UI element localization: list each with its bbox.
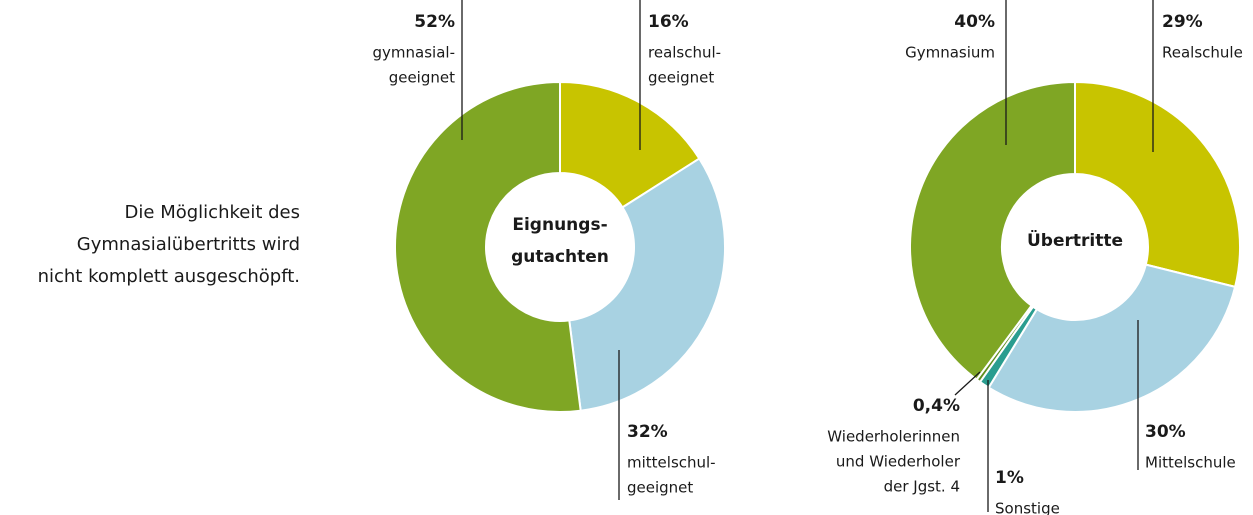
slice-label: der Jgst. 4 — [884, 478, 960, 496]
value-label: 1% — [995, 468, 1024, 488]
leader-line — [954, 371, 981, 396]
slice-label: mittelschul- — [627, 454, 716, 472]
value-label: 30% — [1145, 422, 1186, 442]
donut-slice — [559, 80, 701, 209]
slice-label: Wiederholerinnen — [827, 428, 960, 446]
slice-label: realschul- — [648, 44, 721, 62]
value-label: 40% — [954, 12, 995, 32]
value-label: 0,4% — [913, 396, 960, 416]
value-label: 16% — [648, 12, 689, 32]
slice-label: geeignet — [389, 69, 455, 87]
center-label: gutachten — [511, 247, 609, 267]
slice-label: Sonstige — [995, 500, 1060, 515]
slice-label: Realschule — [1162, 44, 1243, 62]
slice-label: gymnasial- — [373, 44, 455, 62]
slice-label: Mittelschule — [1145, 454, 1236, 472]
slice-label: und Wiederholer — [836, 453, 961, 471]
value-label: 32% — [627, 422, 668, 442]
center-label: Eignungs- — [512, 215, 607, 235]
center-label: Übertritte — [1027, 229, 1123, 251]
note: nicht komplett ausgeschöpft. — [38, 266, 300, 287]
note: Gymnasialübertritts wird — [77, 234, 300, 255]
donut-slice — [568, 157, 726, 412]
value-label: 52% — [414, 12, 455, 32]
slice-label: geeignet — [627, 479, 693, 497]
value-label: 29% — [1162, 12, 1203, 32]
donut-slice — [1074, 80, 1241, 289]
slice-label: Gymnasium — [905, 44, 995, 62]
note: Die Möglichkeit des — [125, 202, 300, 223]
donut-slice — [909, 80, 1076, 381]
slice-label: geeignet — [648, 69, 714, 87]
donut-slice — [987, 263, 1237, 413]
donut-slice — [394, 80, 582, 413]
